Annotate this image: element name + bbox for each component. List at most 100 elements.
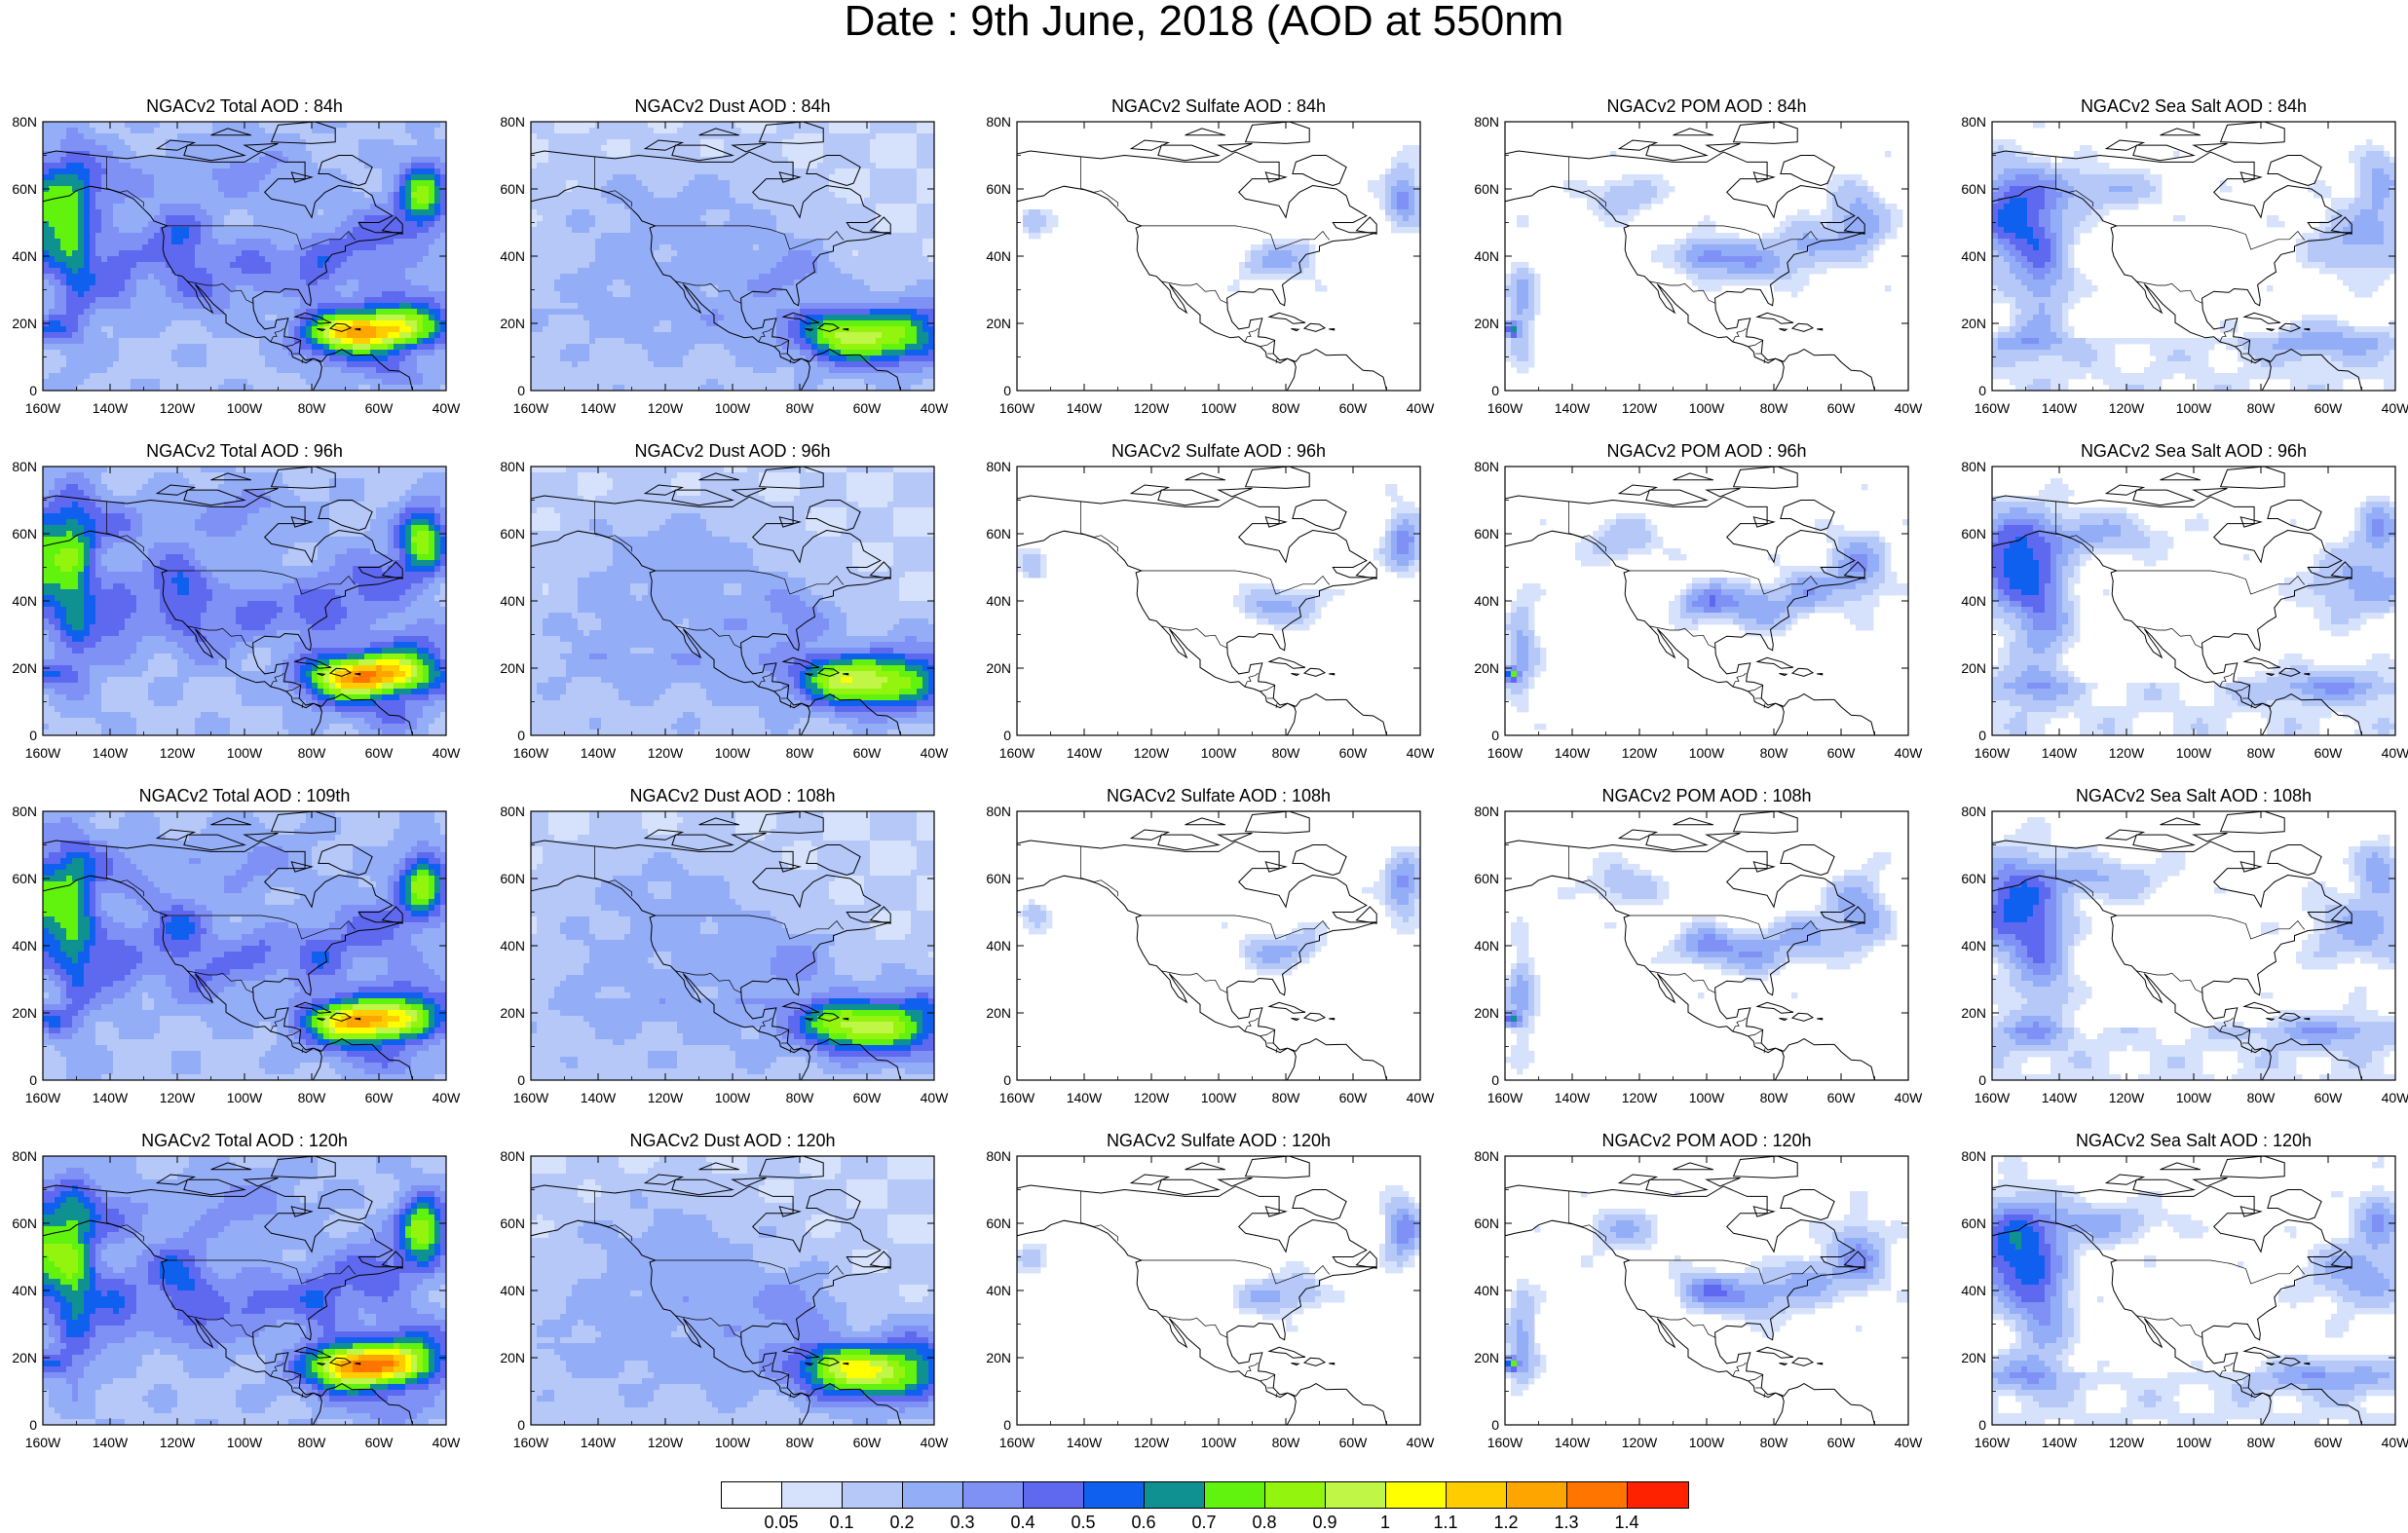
island-outline: [1753, 1207, 1774, 1216]
island-outline: [1792, 1013, 1813, 1021]
lon-tick-label: 40W: [921, 745, 950, 761]
island-outline: [1707, 1178, 1741, 1186]
lon-tick-label: 40W: [1407, 745, 1436, 761]
lat-tick-label: 20N: [12, 660, 37, 676]
colorbar-label: 0.1: [829, 1513, 853, 1533]
colorbar-swatch: [1326, 1482, 1386, 1508]
panel-title: NGACv2 Sea Salt AOD : 108h: [2076, 786, 2312, 805]
colorbar-swatch: [1567, 1482, 1628, 1508]
coastlines: [990, 811, 1386, 1090]
island-outline: [1753, 172, 1774, 182]
lon-tick-label: 100W: [715, 1435, 751, 1450]
lon-tick-label: 40W: [921, 1435, 950, 1450]
lon-tick-label: 120W: [648, 1090, 684, 1105]
panel-title: NGACv2 Sea Salt AOD : 120h: [2076, 1131, 2312, 1150]
country-border: [1649, 971, 1715, 993]
panel-title: NGACv2 Dust AOD : 96h: [634, 441, 830, 461]
colorbar-label: 0.8: [1252, 1513, 1276, 1533]
lon-tick-label: 120W: [1134, 1090, 1170, 1105]
country-border: [1764, 1393, 1765, 1398]
panel-title: NGACv2 Dust AOD : 108h: [629, 786, 835, 805]
lon-tick-label: 60W: [2314, 1435, 2344, 1450]
island-outline: [1619, 485, 1656, 495]
lon-tick-label: 60W: [853, 745, 883, 761]
island-outline: [1817, 329, 1823, 330]
country-border: [1081, 157, 1118, 206]
colorbar-label: 1.2: [1493, 1513, 1518, 1533]
island-outline: [2106, 485, 2143, 495]
country-border: [2117, 571, 2305, 594]
lon-tick-label: 60W: [853, 1090, 883, 1105]
island-outline: [1707, 488, 1741, 497]
lat-tick-label: 60N: [1474, 181, 1499, 197]
island-outline: [1293, 156, 1346, 186]
lon-tick-label: 80W: [298, 745, 327, 761]
lat-tick-label: 0: [1491, 383, 1499, 398]
lon-tick-label: 80W: [1272, 745, 1301, 761]
lon-tick-label: 60W: [2314, 745, 2344, 761]
lon-tick-label: 140W: [1067, 1435, 1103, 1450]
country-border: [2136, 1316, 2202, 1338]
panel-title: NGACv2 Dust AOD : 84h: [634, 96, 830, 116]
panel-title: NGACv2 POM AOD : 84h: [1606, 96, 1806, 116]
island-outline: [1293, 1190, 1346, 1220]
lon-tick-label: 80W: [1272, 1090, 1301, 1105]
lat-tick-label: 0: [1978, 1417, 1986, 1433]
island-outline: [2221, 811, 2285, 833]
lat-tick-label: 20N: [986, 1350, 1011, 1365]
lon-tick-label: 160W: [1487, 1435, 1524, 1450]
colorbar-label: 0.4: [1010, 1513, 1035, 1533]
island-outline: [1265, 1207, 1286, 1216]
aod-field: [1992, 478, 2395, 735]
island-outline: [2221, 122, 2285, 143]
lat-tick-label: 20N: [1961, 1005, 1986, 1021]
lat-tick-label: 80N: [1961, 114, 1986, 130]
country-border: [1161, 281, 1227, 304]
island-outline: [1292, 329, 1299, 331]
lat-tick-label: 0: [1003, 383, 1011, 398]
country-border: [1733, 1018, 1747, 1031]
lon-tick-label: 140W: [93, 1435, 129, 1450]
lon-tick-label: 140W: [581, 400, 617, 416]
island-outline: [1734, 467, 1798, 488]
lon-tick-label: 40W: [1895, 400, 1924, 416]
lon-tick-label: 80W: [1272, 1435, 1301, 1450]
island-outline: [2221, 467, 2285, 488]
lat-tick-label: 20N: [986, 1005, 1011, 1021]
lon-tick-label: 60W: [1827, 745, 1857, 761]
lat-tick-label: 40N: [1961, 938, 1986, 953]
lon-tick-label: 60W: [1339, 1435, 1369, 1450]
panel-title: NGACv2 Sulfate AOD : 120h: [1107, 1131, 1331, 1150]
country-border: [1749, 1374, 1763, 1380]
continent-outline: [990, 496, 1386, 745]
island-outline: [1292, 674, 1299, 676]
panel-title: NGACv2 POM AOD : 120h: [1601, 1131, 1811, 1150]
lon-tick-label: 160W: [25, 1435, 61, 1450]
lon-tick-label: 120W: [1622, 1090, 1658, 1105]
island-outline: [2161, 473, 2201, 480]
island-outline: [2194, 488, 2228, 497]
lon-tick-label: 120W: [1622, 745, 1658, 761]
lon-tick-label: 120W: [2109, 1090, 2145, 1105]
island-outline: [1674, 129, 1713, 135]
lon-tick-label: 40W: [2382, 400, 2408, 416]
lon-tick-label: 100W: [1201, 400, 1237, 416]
lat-tick-label: 40N: [1961, 248, 1986, 264]
island-outline: [2133, 490, 2194, 505]
lon-tick-label: 40W: [1407, 1090, 1436, 1105]
lon-tick-label: 140W: [93, 745, 129, 761]
lon-tick-label: 40W: [1895, 745, 1924, 761]
lon-tick-label: 40W: [433, 1435, 462, 1450]
lat-tick-label: 80N: [1474, 459, 1499, 474]
island-outline: [1757, 1347, 1793, 1358]
lon-tick-label: 120W: [648, 745, 684, 761]
lat-tick-label: 40N: [500, 938, 525, 953]
island-outline: [1757, 1002, 1793, 1013]
island-outline: [1265, 862, 1286, 872]
lon-tick-label: 160W: [999, 1435, 1035, 1450]
lon-tick-label: 80W: [1760, 1435, 1789, 1450]
